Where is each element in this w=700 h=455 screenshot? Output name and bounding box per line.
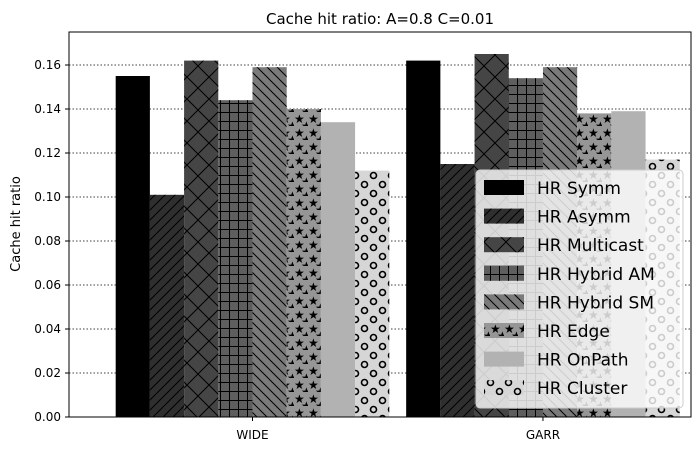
legend-swatch-hatch	[484, 294, 524, 310]
bar	[406, 60, 441, 417]
y-tick-label: 0.02	[34, 366, 61, 380]
legend-label: HR Hybrid AM	[537, 265, 655, 285]
legend-label: HR Edge	[537, 322, 610, 342]
legend-swatch-hatch	[484, 237, 524, 253]
y-tick-label: 0.08	[34, 234, 61, 248]
legend: HR Symm HR Asymm HR Multicast HR Hybrid AM H…	[475, 169, 684, 409]
legend-label: HR Asymm	[537, 208, 631, 228]
axes: 0.00 0.02 0.04 0.06 0.08 0.10 0.12 0.14 0.16 WIDE…	[34, 31, 692, 442]
y-tick-label: 0.14	[34, 102, 61, 116]
x-tick-label: WIDE	[236, 428, 268, 442]
bar	[320, 122, 356, 417]
legend-swatch-hatch	[484, 208, 524, 224]
y-axis-label: Cache hit ratio	[9, 176, 24, 272]
bar-hatch	[355, 170, 390, 417]
legend-label: HR Symm	[537, 179, 621, 199]
y-tick-label: 0.12	[34, 146, 61, 160]
legend-label: HR OnPath	[537, 351, 629, 371]
chart-title: Cache hit ratio: A=0.8 C=0.01	[266, 10, 494, 28]
legend-swatch-hatch	[484, 323, 524, 338]
x-tick-label: GARR	[526, 428, 560, 442]
bar-hatch	[286, 109, 321, 417]
y-tick-label: 0.04	[34, 322, 61, 336]
legend-swatch	[484, 351, 524, 367]
bar-hatch	[149, 194, 185, 417]
bar-hatch	[440, 164, 475, 417]
y-tick-label: 0.06	[34, 278, 61, 292]
legend-label: HR Hybrid SM	[537, 293, 654, 313]
legend-swatch	[484, 180, 524, 195]
legend-box	[475, 169, 684, 409]
plot-frame	[68, 31, 692, 418]
y-tick-label: 0.16	[34, 58, 61, 72]
bar-hatch	[218, 100, 253, 417]
bar	[115, 76, 150, 417]
legend-label: HR Multicast	[537, 236, 644, 256]
legend-swatch-hatch	[484, 380, 524, 396]
bar-hatch	[184, 60, 219, 417]
legend-swatch-hatch	[484, 265, 524, 281]
y-tick-label: 0.00	[34, 410, 61, 424]
bar-hatch	[252, 67, 287, 417]
legend-label: HR Cluster	[537, 379, 627, 399]
y-tick-label: 0.10	[34, 190, 61, 204]
